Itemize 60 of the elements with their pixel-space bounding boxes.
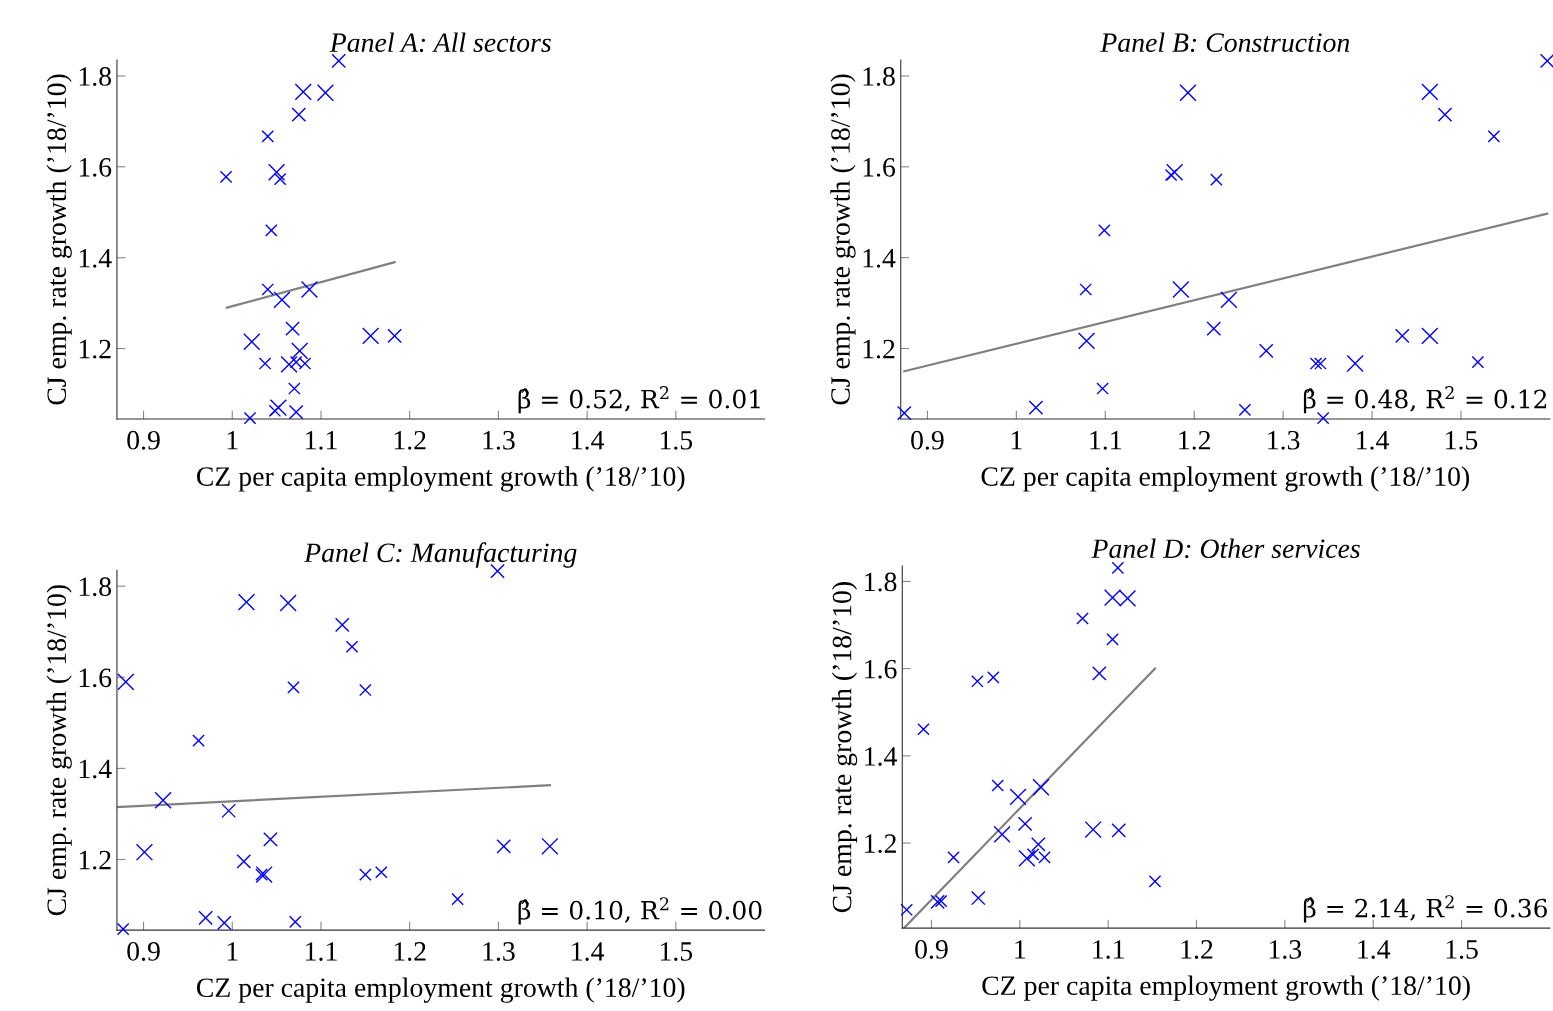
x-axis-title: CZ per capita employment growth (’18/’10) — [196, 977, 685, 1003]
x-tick-label: 1.4 — [1358, 940, 1391, 959]
x-tick-label: 1.5 — [660, 942, 693, 961]
y-tick-label: 1.8 — [865, 572, 897, 592]
x-tick-label: 1.1 — [306, 942, 337, 961]
x-tick-label: 1.2 — [1179, 430, 1211, 450]
x-tick-label: 1 — [227, 431, 238, 450]
y-axis-title: CJ emp. rate growth (’18/’10) — [46, 74, 72, 405]
annotation: β̂ = 0.52, R$^{2}$ = 0.01 — [518, 386, 760, 414]
chart-title: Panel A: All sectors — [329, 32, 551, 53]
x-tick-label: 1.1 — [306, 431, 337, 450]
y-tick-label: 1.6 — [79, 158, 112, 177]
x-tick-label: 1.5 — [660, 431, 693, 450]
x-tick-label: 1 — [1015, 940, 1026, 959]
y-axis-title: CJ emp. rate growth (’18/’10) — [46, 585, 72, 916]
y-tick-label: 1.6 — [865, 659, 897, 679]
chart-title: Panel B: Construction — [1100, 32, 1350, 53]
y-tick-label: 1.2 — [79, 339, 111, 359]
x-tick-label: 1.5 — [1446, 431, 1478, 450]
x-tick-label: 1.3 — [1268, 430, 1300, 450]
x-tick-label: 1.2 — [394, 430, 426, 450]
x-tick-label: 0.9 — [127, 942, 160, 961]
x-tick-label: 1 — [227, 942, 238, 961]
y-tick-label: 1.2 — [865, 834, 896, 854]
x-tick-label: 1.1 — [1090, 431, 1121, 450]
y-tick-label: 1.4 — [863, 248, 896, 268]
y-tick-label: 1.6 — [79, 668, 112, 688]
x-tick-label: 1.2 — [394, 942, 426, 961]
annotation: β̂ = 2.14, R$^{2}$ = 0.36 — [1303, 895, 1547, 923]
x-tick-label: 1.4 — [572, 431, 605, 450]
y-tick-label: 1.2 — [863, 339, 895, 359]
chart-title: Panel D: Other services — [1091, 538, 1360, 559]
annotation: β̂ = 0.10, R$^{2}$ = 0.00 — [518, 897, 762, 925]
x-tick-label: 0.9 — [915, 940, 948, 959]
x-tick-label: 1.2 — [1181, 940, 1213, 959]
y-axis-title: CJ emp. rate growth (’18/’10) — [830, 74, 856, 405]
y-tick-label: 1.8 — [79, 67, 112, 86]
y-tick-label: 1.4 — [865, 747, 897, 766]
chart-title: Panel C: Manufacturing — [304, 542, 577, 568]
y-axis-title: CJ emp. rate growth (’18/’10) — [831, 582, 858, 913]
y-tick-label: 1.8 — [863, 67, 895, 86]
annotation: β̂ = 0.48, R$^{2}$ = 0.12 — [1303, 386, 1547, 414]
x-tick-label: 0.9 — [127, 430, 160, 450]
y-tick-label: 1.4 — [79, 248, 112, 268]
y-tick-label: 1.8 — [79, 577, 112, 597]
x-tick-label: 1.3 — [483, 942, 515, 961]
y-tick-label: 1.4 — [79, 759, 112, 779]
y-tick-label: 1.2 — [79, 850, 111, 870]
x-tick-label: 1 — [1011, 431, 1022, 450]
x-axis-title: CZ per capita employment growth (’18/’10) — [982, 975, 1470, 1001]
x-tick-label: 1.1 — [1093, 940, 1124, 959]
x-tick-label: 1.4 — [572, 942, 605, 961]
x-tick-label: 1.3 — [1269, 940, 1302, 959]
y-tick-label: 1.6 — [863, 158, 896, 177]
x-tick-label: 0.9 — [911, 430, 944, 450]
x-tick-label: 1.5 — [1446, 940, 1478, 959]
x-tick-label: 1.3 — [483, 430, 515, 450]
x-axis-title: CZ per capita employment growth (’18/’10) — [981, 466, 1470, 492]
x-tick-label: 1.4 — [1357, 431, 1389, 450]
x-axis-title: CZ per capita employment growth (’18/’10) — [196, 466, 685, 492]
